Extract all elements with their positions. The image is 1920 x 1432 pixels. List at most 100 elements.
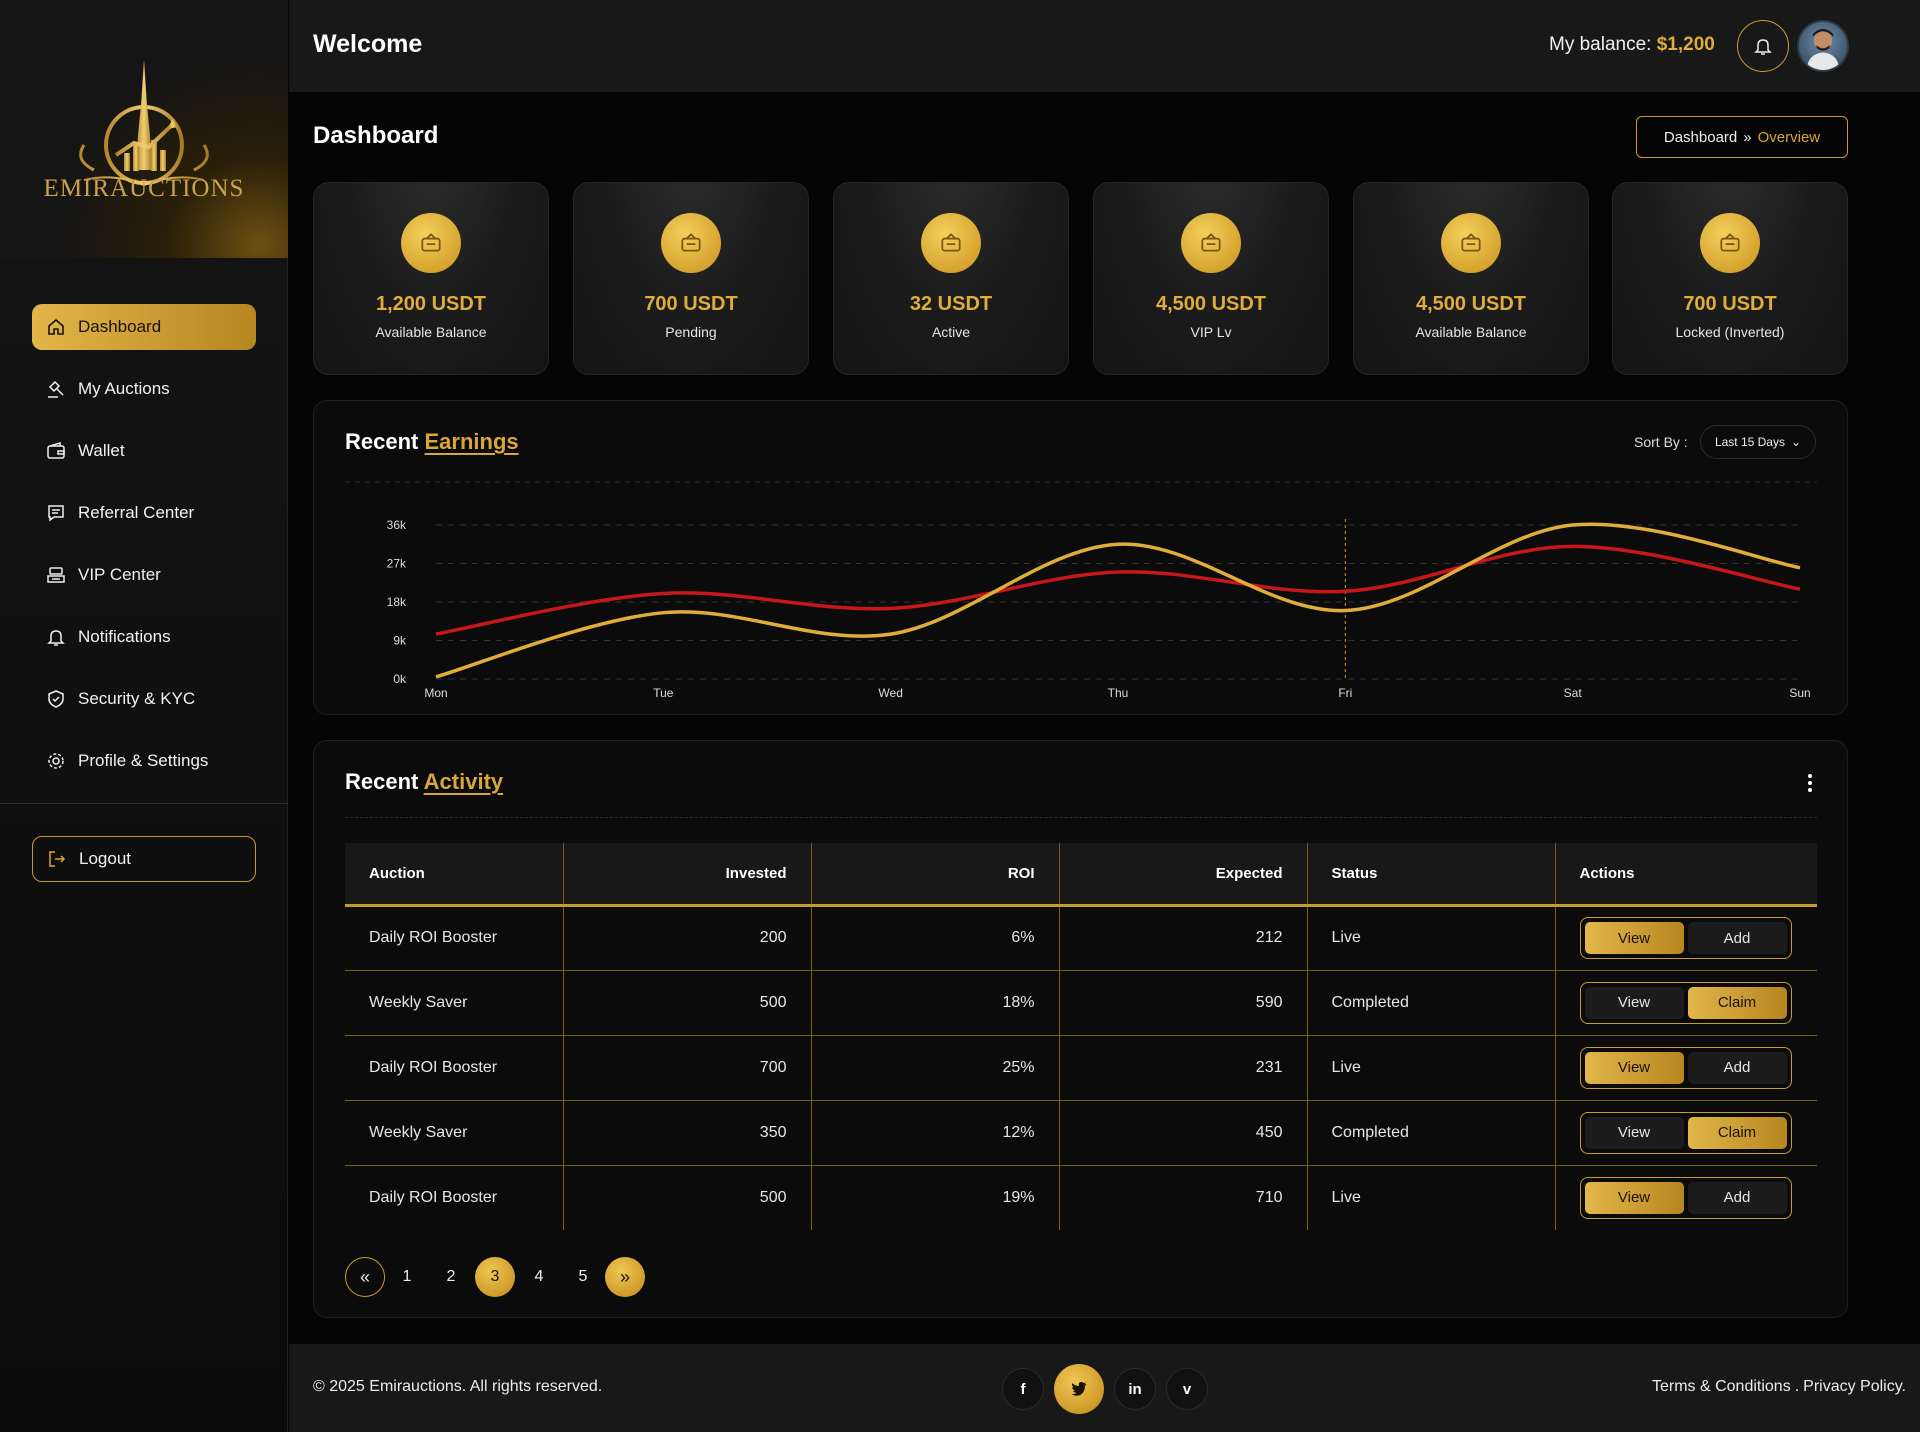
cell-expected: 450 <box>1059 1100 1308 1166</box>
breadcrumb-parent[interactable]: Dashboard <box>1663 128 1738 146</box>
view-button[interactable]: View <box>1584 986 1684 1019</box>
avatar[interactable] <box>1797 20 1849 72</box>
sidebar-item-dashboard[interactable]: Dashboard <box>32 304 256 350</box>
terms-link[interactable]: Terms & Conditions <box>1651 1378 1791 1395</box>
stat-card: 32 USDT Active <box>833 182 1069 375</box>
earnings-chart: 0k 9k 18k 27k 36k Mon Tue Wed Thu Fri Sat Sun <box>345 481 1817 700</box>
more-options-button[interactable] <box>1800 771 1820 795</box>
x-tick-label: Mon <box>424 686 447 700</box>
stat-cards: 1,200 USDT Available Balance 700 USDT Pe… <box>313 182 1848 375</box>
cell-actions: View Claim <box>1555 1100 1817 1166</box>
balance-display: My balance: $1,200 <box>1549 34 1715 56</box>
stat-card: 700 USDT Locked (Inverted) <box>1612 182 1848 375</box>
view-button[interactable]: View <box>1584 1116 1684 1149</box>
stat-card: 700 USDT Pending <box>573 182 809 375</box>
sidebar-item-my-auctions[interactable]: My Auctions <box>32 366 256 412</box>
cell-auction: Daily ROI Booster <box>345 905 564 971</box>
logout-button[interactable]: Logout <box>32 836 256 882</box>
table-header-row: Auction Invested ROI Expected Status Act… <box>345 843 1817 907</box>
stat-value: 4,500 USDT <box>1415 293 1527 315</box>
cell-status: Live <box>1307 905 1556 971</box>
sidebar-item-wallet[interactable]: Wallet <box>32 428 256 474</box>
stat-label: Active <box>931 324 971 340</box>
add-button[interactable]: Add <box>1687 922 1787 954</box>
cell-invested: 500 <box>563 970 812 1036</box>
claim-button[interactable]: Claim <box>1687 1116 1787 1149</box>
twitter-icon[interactable] <box>1054 1364 1104 1414</box>
activity-table: Auction Invested ROI Expected Status Act… <box>345 843 1817 1230</box>
y-tick-label: 0k <box>393 672 407 686</box>
home-icon <box>46 317 66 337</box>
sidebar-item-security-kyc[interactable]: Security & KYC <box>32 676 256 722</box>
stat-label: VIP Lv <box>1190 324 1232 340</box>
top-bar: Welcome My balance: $1,200 <box>289 0 1920 92</box>
logout-icon <box>47 849 67 869</box>
cell-roi: 12% <box>811 1100 1060 1166</box>
cell-roi: 25% <box>811 1035 1060 1101</box>
stat-label: Locked (Inverted) <box>1675 324 1785 340</box>
page-number: 3 <box>475 1257 515 1297</box>
vip-icon <box>46 565 66 585</box>
logo-emblem-icon <box>79 60 209 187</box>
privacy-link[interactable]: Privacy Policy. <box>1803 1378 1906 1395</box>
action-button-group: View Add <box>1579 1176 1792 1219</box>
cell-actions: View Claim <box>1555 970 1817 1036</box>
sidebar-item-label: My Auctions <box>78 379 170 398</box>
sidebar-item-label: Profile & Settings <box>78 751 209 770</box>
page-button[interactable]: 5 <box>578 1268 588 1285</box>
sidebar-item-notifications[interactable]: Notifications <box>32 614 256 660</box>
earnings-title-highlight: Earnings <box>424 429 519 454</box>
brand-logo[interactable]: EMIRAUCTIONS <box>0 0 288 258</box>
stat-card: 4,500 USDT VIP Lv <box>1093 182 1329 375</box>
balance-label: My balance: <box>1549 34 1652 55</box>
legal-links: Terms & Conditions . Privacy Policy. <box>1652 1378 1906 1396</box>
cell-auction: Weekly Saver <box>345 1100 564 1166</box>
activity-title-highlight: Activity <box>423 769 504 794</box>
sort-value: Last 15 Days <box>1714 435 1785 449</box>
next-page-button[interactable]: » <box>605 1257 645 1297</box>
facebook-icon[interactable]: f <box>1002 1368 1044 1410</box>
cell-invested: 700 <box>563 1035 812 1101</box>
add-button[interactable]: Add <box>1687 1181 1787 1214</box>
claim-button[interactable]: Claim <box>1687 986 1787 1019</box>
series-line-1 <box>435 544 1801 636</box>
page-button[interactable]: 2 <box>446 1268 456 1285</box>
notifications-button[interactable] <box>1737 20 1789 72</box>
earnings-title-plain: Recent <box>345 429 419 454</box>
logout-label: Logout <box>79 849 131 868</box>
sort-label: Sort By : <box>1634 434 1688 450</box>
view-button[interactable]: View <box>1584 1051 1684 1084</box>
breadcrumb-current: Overview <box>1757 128 1821 146</box>
add-button[interactable]: Add <box>1687 1051 1787 1084</box>
stat-label: Pending <box>665 324 717 340</box>
table-row: Daily ROI Booster 500 19% 710 Live View A… <box>345 1165 1817 1230</box>
pagination: « 1 2 3 4 5 » <box>345 1257 645 1297</box>
sort-select[interactable]: Last 15 Days ⌄ <box>1700 425 1816 459</box>
column-header: Auction <box>345 843 564 907</box>
linkedin-icon[interactable]: in <box>1114 1368 1156 1410</box>
x-tick-label: Sun <box>1789 686 1810 700</box>
coin-icon <box>1700 213 1760 273</box>
column-header: ROI <box>811 843 1060 907</box>
sidebar: EMIRAUCTIONS Dashboard My Auctions Walle… <box>0 0 288 1432</box>
sidebar-item-profile-settings[interactable]: Profile & Settings <box>32 738 256 784</box>
gavel-icon <box>46 379 66 399</box>
earnings-title: Recent Earnings <box>345 429 519 455</box>
view-button[interactable]: View <box>1584 1181 1684 1214</box>
x-tick-label: Sat <box>1564 686 1583 700</box>
page-button[interactable]: 1 <box>402 1268 412 1285</box>
y-tick-label: 36k <box>387 518 407 532</box>
page-button-current[interactable]: 3 <box>473 1257 517 1297</box>
view-button[interactable]: View <box>1584 922 1684 954</box>
sidebar-item-referral-center[interactable]: Referral Center <box>32 490 256 536</box>
breadcrumb: Dashboard » Overview <box>1636 116 1848 158</box>
y-tick-label: 9k <box>393 634 407 648</box>
page-button[interactable]: 4 <box>534 1268 544 1285</box>
y-tick-label: 27k <box>387 557 407 571</box>
prev-page-button[interactable]: « <box>345 1257 385 1297</box>
sidebar-item-vip-center[interactable]: VIP Center <box>32 552 256 598</box>
vimeo-icon[interactable]: v <box>1166 1368 1208 1410</box>
sidebar-nav: Dashboard My Auctions Wallet Referral Ce… <box>32 304 256 800</box>
action-button-group: View Claim <box>1579 981 1792 1024</box>
cell-actions: View Add <box>1555 1165 1817 1230</box>
